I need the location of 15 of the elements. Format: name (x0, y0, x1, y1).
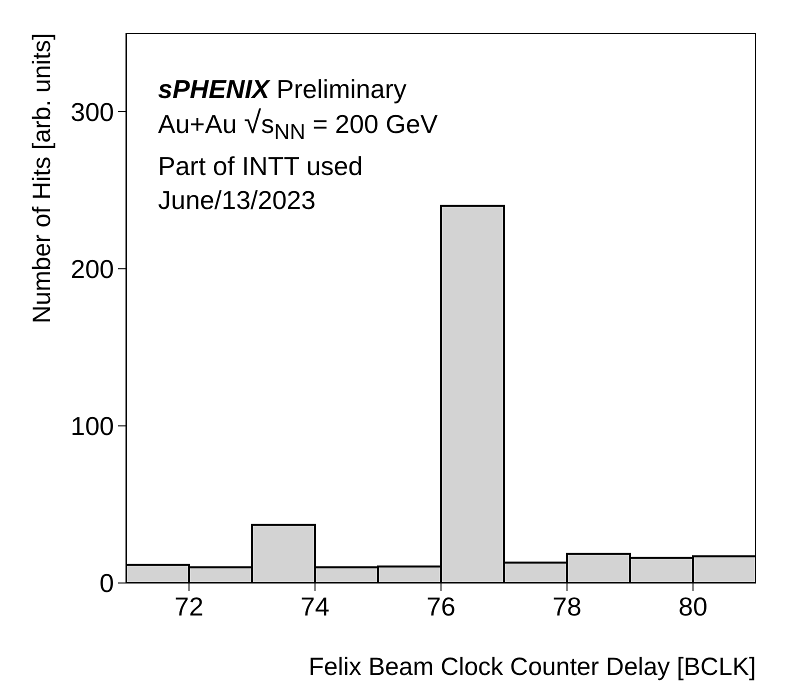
annotation: Au+Au √s$_{NN}$ = 200 GeV (158, 105, 438, 146)
y-tick-label: 200 (70, 254, 114, 284)
x-tick-label: 76 (426, 591, 456, 622)
y-tick-label: 0 (100, 568, 114, 598)
x-tick-label: 72 (174, 591, 204, 622)
x-axis-title: Felix Beam Clock Counter Delay [BCLK] (308, 653, 756, 681)
y-tick-label: 100 (70, 411, 114, 442)
annotation: sPHENIX Preliminary (158, 73, 408, 106)
y-axis-title: Number of Hits [arb. units] (28, 33, 56, 324)
x-tick-label: 74 (300, 591, 330, 622)
annotation: June/13/2023 (158, 184, 317, 218)
x-tick-label: 80 (678, 591, 708, 622)
x-tick-label: 78 (552, 591, 582, 622)
y-tick-label: 300 (70, 96, 114, 127)
annotation: Part of INTT used (158, 150, 364, 184)
